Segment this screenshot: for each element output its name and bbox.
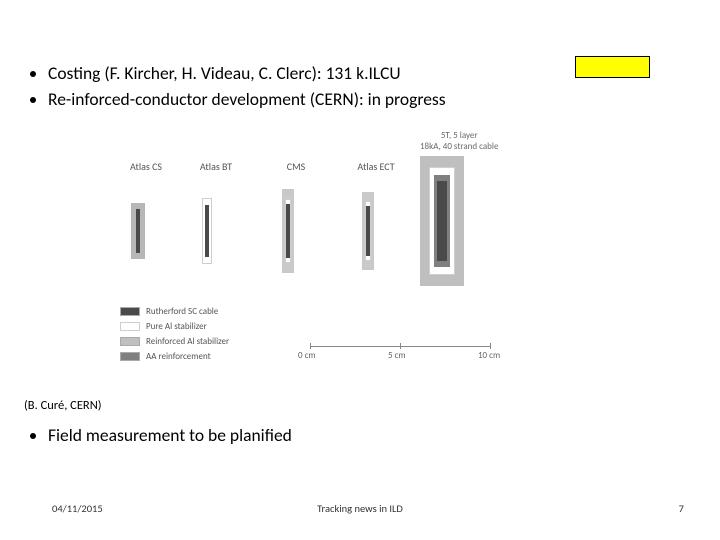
column-label: Atlas BT xyxy=(186,160,246,173)
scale-label: 0 cm xyxy=(298,350,316,361)
top-bullets: Costing (F. Kircher, H. Videau, C. Clerc… xyxy=(28,60,446,113)
legend-row: AA reinforcement xyxy=(120,351,229,362)
legend-row: Pure Al stabilizer xyxy=(120,321,229,332)
conductor-bar xyxy=(286,204,290,258)
conductor-bar xyxy=(366,206,370,256)
conductor-bar xyxy=(437,181,447,261)
legend-row: Reinforced Al stabilizer xyxy=(120,336,229,347)
scale-label: 5 cm xyxy=(388,350,406,361)
conductor-bar xyxy=(136,209,140,253)
scale-tick xyxy=(490,343,491,349)
legend-label: AA reinforcement xyxy=(146,351,211,362)
scale-tick xyxy=(400,343,401,349)
legend-label: Pure Al stabilizer xyxy=(146,321,207,332)
conductor-bar xyxy=(205,205,209,257)
figure-legend: Rutherford SC cable Pure Al stabilizer Rei… xyxy=(120,306,229,366)
figure-attribution: (B. Curé, CERN) xyxy=(24,398,102,413)
conductor-figure: 5T, 5 layer18kA, 40 strand cableAtlas CS… xyxy=(120,148,540,366)
bullet-field-measurement: Field measurement to be planified xyxy=(48,424,292,446)
figure-title: 5T, 5 layer18kA, 40 strand cable xyxy=(420,130,498,152)
column-label: Atlas CS xyxy=(116,160,176,173)
footer-title: Tracking news in ILD xyxy=(0,502,720,515)
bullet-costing: Costing (F. Kircher, H. Videau, C. Clerc… xyxy=(48,60,446,86)
legend-label: Rutherford SC cable xyxy=(146,306,218,317)
footer-page-number: 7 xyxy=(679,502,684,515)
scale-tick xyxy=(310,343,311,349)
legend-swatch xyxy=(120,307,140,316)
legend-swatch xyxy=(120,352,140,361)
legend-swatch xyxy=(120,337,140,346)
yellow-highlight-box xyxy=(575,56,650,78)
bottom-bullets: Field measurement to be planified xyxy=(28,424,292,446)
legend-swatch xyxy=(120,322,140,331)
column-label: Atlas ECT xyxy=(346,160,406,173)
scale-label: 10 cm xyxy=(478,350,500,361)
bullet-reinforced: Re-inforced-conductor development (CERN)… xyxy=(48,86,446,112)
column-label: CMS xyxy=(266,160,326,173)
legend-label: Reinforced Al stabilizer xyxy=(146,336,229,347)
legend-row: Rutherford SC cable xyxy=(120,306,229,317)
